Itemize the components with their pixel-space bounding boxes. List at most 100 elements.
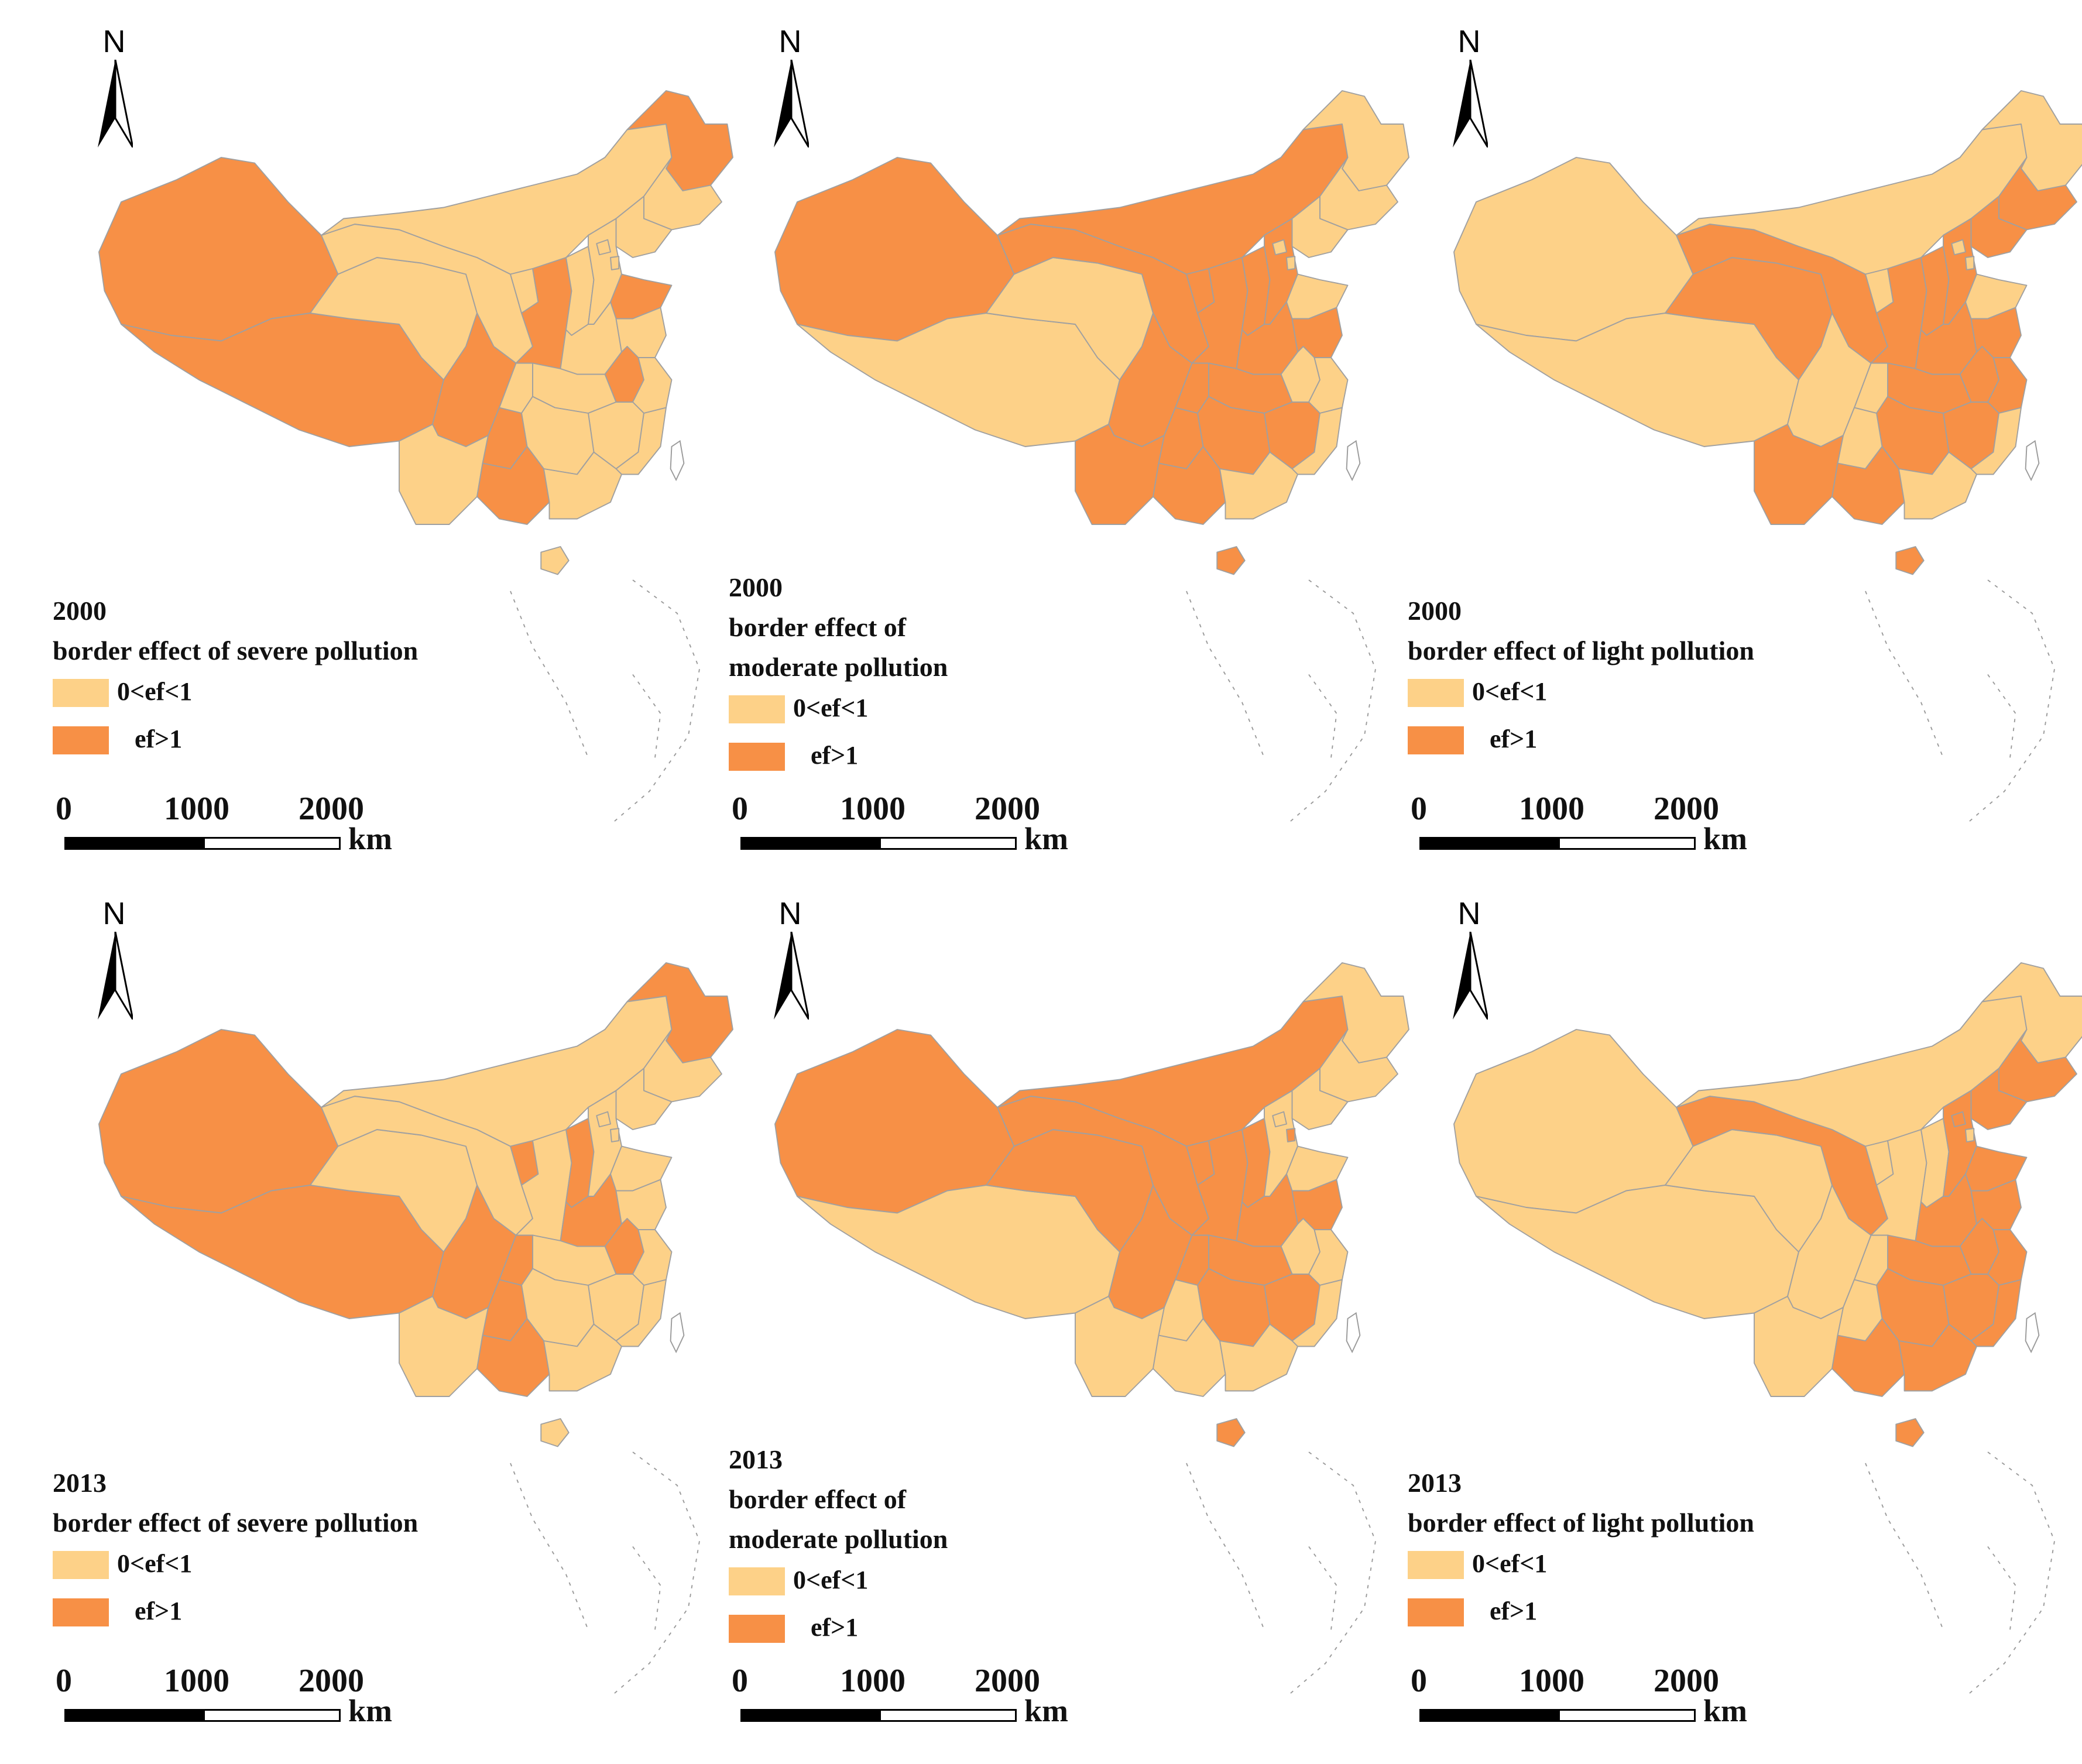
taiwan-outline: [2025, 1312, 2040, 1354]
legend-label-high: ef>1: [811, 741, 859, 770]
scale-bar: 0 1000 2000 km: [1408, 790, 1817, 878]
scale-bar-white: [203, 1709, 341, 1722]
province-guangdong: [1219, 1323, 1298, 1392]
province-fujian: [1970, 407, 2022, 475]
legend-year: 2000: [53, 596, 107, 626]
province-hainan: [540, 1418, 570, 1447]
scale-unit: km: [1024, 821, 1069, 856]
province-xinjiang: [98, 1029, 339, 1214]
scale-bar-black: [740, 837, 881, 850]
province-guangdong: [1898, 451, 1977, 520]
scale-bar-black: [1419, 837, 1560, 850]
scale-tick: 2000: [1654, 791, 1719, 827]
legend-label-low: 0<ef<1: [117, 677, 193, 706]
scale-bar-white: [1558, 837, 1696, 850]
legend-swatch-low: [729, 695, 785, 723]
legend-label-high: ef>1: [135, 1597, 183, 1625]
legend-title: border effect of light pollution: [1408, 636, 1754, 665]
province-xinjiang: [98, 157, 339, 342]
legend-item-low: 0<ef<1: [53, 1546, 533, 1590]
legend-title: border effect of light pollution: [1408, 1508, 1754, 1538]
province-guangdong: [1898, 1323, 1977, 1392]
map-panel: N 2013 border effect of light pollution 0<e…: [1408, 895, 2082, 1762]
province-hainan: [1216, 1418, 1246, 1447]
province-beijing: [1272, 239, 1287, 256]
province-hainan: [540, 546, 570, 575]
scale-bar: 0 1000 2000 km: [729, 1662, 1138, 1750]
legend-label-low: 0<ef<1: [793, 694, 869, 722]
province-map: [98, 90, 733, 825]
legend: 2000 border effect of moderate pollution 0<…: [729, 568, 1209, 782]
province-hainan: [1895, 546, 1925, 575]
legend-label-low: 0<ef<1: [1472, 1549, 1548, 1578]
province-map: [774, 90, 1409, 825]
province-guangdong: [543, 451, 622, 520]
scale-tick: 0: [732, 791, 748, 827]
taiwan-outline: [1346, 440, 1361, 482]
legend-title: border effect of severe pollution: [53, 636, 419, 665]
south-sea-islands: [510, 1451, 700, 1697]
legend: 2013 border effect of moderate pollution 0<…: [729, 1440, 1209, 1654]
legend-swatch-low: [1408, 1551, 1464, 1579]
north-label: N: [102, 24, 126, 59]
north-arrow-icon: [1453, 60, 1488, 147]
south-sea-islands: [510, 579, 700, 825]
map-panel: N 2013 border effect of moderate pollution 0…: [729, 895, 1409, 1762]
province-shandong: [610, 1145, 673, 1192]
north-arrow-icon: [1453, 932, 1488, 1020]
north-arrow: N: [85, 895, 143, 1021]
scale-tick: 0: [1411, 1663, 1427, 1699]
province-tianjin: [1965, 256, 1975, 270]
province-shandong: [1286, 1145, 1349, 1192]
map-panel: N 2000 border effect of moderate pollution 0…: [729, 23, 1409, 890]
province-tianjin: [610, 1128, 620, 1142]
legend-year: 2013: [1408, 1468, 1462, 1498]
map-panel: N 2000 border effect of light pollution 0<e…: [1408, 23, 2082, 890]
legend-title-line2: moderate pollution: [729, 652, 948, 682]
legend-item-high: ef>1: [1408, 1594, 1888, 1638]
north-arrow: N: [1440, 895, 1498, 1021]
north-arrow: N: [1440, 23, 1498, 149]
scale-bar: 0 1000 2000 km: [53, 1662, 462, 1750]
province-fujian: [615, 1279, 667, 1347]
scale-tick: 2000: [299, 1663, 364, 1699]
legend-swatch-low: [53, 679, 109, 707]
scale-tick: 2000: [299, 791, 364, 827]
legend-label-low: 0<ef<1: [1472, 677, 1548, 706]
province-xinjiang: [1453, 157, 1694, 342]
legend-label-high: ef>1: [811, 1613, 859, 1642]
province-beijing: [1951, 1111, 1966, 1128]
north-arrow-icon: [774, 932, 809, 1020]
province-tianjin: [610, 256, 620, 270]
scale-tick: 1000: [840, 791, 905, 827]
north-label: N: [778, 24, 802, 59]
province-hainan: [1895, 1418, 1925, 1447]
south-sea-islands: [1865, 579, 2055, 825]
legend-year: 2000: [1408, 596, 1462, 626]
legend-swatch-low: [1408, 679, 1464, 707]
legend-label-low: 0<ef<1: [793, 1566, 869, 1594]
taiwan-outline: [670, 440, 685, 482]
scale-bar-white: [879, 1709, 1017, 1722]
legend-label-high: ef>1: [1490, 725, 1538, 753]
legend-item-high: ef>1: [1408, 722, 1888, 766]
province-shandong: [610, 273, 673, 320]
province-beijing: [596, 1111, 611, 1128]
scale-bar-black: [64, 1709, 205, 1722]
province-tianjin: [1965, 1128, 1975, 1142]
taiwan-outline: [670, 1312, 685, 1354]
province-map: [1453, 90, 2082, 825]
province-tianjin: [1286, 256, 1296, 270]
legend-swatch-low: [53, 1551, 109, 1579]
legend-item-low: 0<ef<1: [53, 674, 533, 718]
north-arrow: N: [85, 23, 143, 149]
legend-year: 2000: [729, 572, 783, 602]
province-shandong: [1965, 273, 2028, 320]
north-arrow: N: [761, 895, 819, 1021]
legend-swatch-high: [729, 743, 785, 771]
province-xinjiang: [774, 157, 1015, 342]
north-arrow-icon: [98, 60, 133, 147]
scale-bar-white: [203, 837, 341, 850]
province-shandong: [1286, 273, 1349, 320]
scale-tick: 0: [56, 791, 72, 827]
